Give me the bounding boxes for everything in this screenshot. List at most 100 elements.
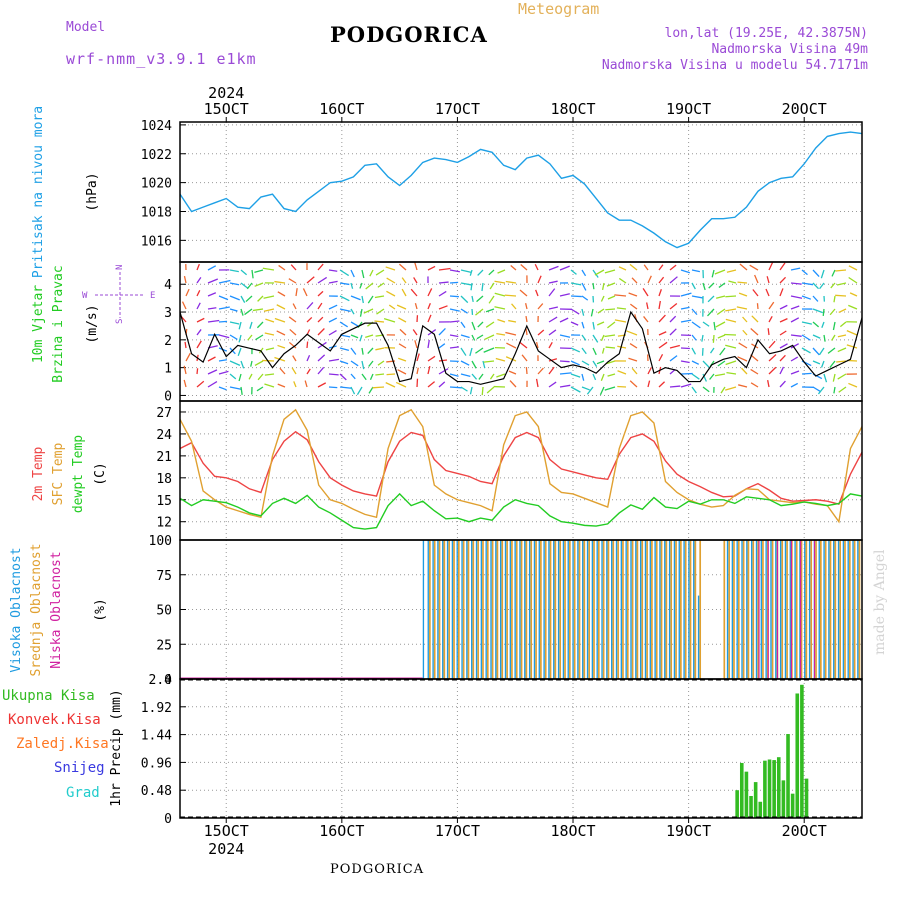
- wind-arrow: [518, 341, 528, 349]
- wind-arrow: [277, 344, 286, 349]
- wind-arrow: [388, 304, 396, 310]
- high-cloud-bar: [432, 540, 434, 679]
- mid-cloud-bar: [559, 540, 562, 679]
- high-cloud-bar: [668, 540, 671, 679]
- precip-bar: [744, 771, 749, 818]
- wind-arrow: [738, 292, 748, 297]
- wind-arrow: [460, 321, 466, 328]
- high-cloud-bar: [693, 540, 695, 679]
- wind-arrow: [719, 347, 726, 356]
- wind-arrow: [717, 360, 726, 367]
- wind-arrow: [265, 318, 275, 323]
- wind-arrow: [592, 321, 595, 330]
- wind-arrow: [779, 318, 788, 323]
- wind-arrow: [350, 360, 359, 367]
- lonlat-label: lon,lat (19.25E, 42.3875N): [664, 26, 869, 41]
- wind-arrow: [375, 347, 385, 351]
- mid-cloud-bar: [684, 540, 687, 679]
- wind-arrow: [614, 319, 627, 323]
- mid-cloud-bar: [578, 540, 581, 679]
- wind-arrow: [680, 306, 690, 310]
- wind-arrow: [714, 373, 726, 377]
- wind-arrow: [750, 328, 759, 336]
- wind-arrow: [292, 303, 297, 310]
- panel-frame-pressure: [179, 121, 863, 263]
- model-label: Model: [66, 20, 106, 35]
- wind-arrow: [185, 288, 190, 297]
- mid-cloud-bar: [535, 540, 537, 679]
- wind-arrow: [520, 264, 528, 271]
- wind-arrow: [359, 308, 363, 317]
- high-cloud-bar: [664, 540, 666, 679]
- wind-arrow: [508, 370, 517, 375]
- wind-arrow: [739, 263, 748, 271]
- wind-arrow: [691, 347, 697, 355]
- wind-arrow: [481, 386, 484, 396]
- wind-arrow: [229, 295, 240, 301]
- wind-arrow: [837, 334, 847, 338]
- y-tick-label: 1.92: [141, 701, 172, 716]
- high-cloud-bar: [437, 540, 439, 679]
- high-cloud-bar: [601, 540, 603, 679]
- wind-arrow: [438, 343, 446, 349]
- high-cloud-bar: [461, 540, 463, 679]
- wind-arrow: [680, 383, 692, 388]
- wind-arrow: [737, 356, 748, 362]
- wind-arrow: [238, 373, 242, 382]
- wind-arrow: [427, 355, 436, 362]
- wind-arrow: [488, 295, 495, 304]
- wind-arrow: [496, 332, 506, 336]
- wind-arrow: [460, 308, 468, 314]
- high-cloud-bar: [451, 540, 454, 679]
- wind-arrow: [328, 386, 338, 389]
- mid-cloud-bar: [660, 540, 663, 679]
- high-cloud-bar: [630, 540, 632, 679]
- wind-arrow: [218, 320, 228, 323]
- wind-arrow: [767, 380, 770, 388]
- wind-arrow: [716, 308, 726, 316]
- wind-arrow: [848, 265, 858, 271]
- wind-arrow: [605, 346, 616, 349]
- wind-arrow: [592, 334, 599, 343]
- high-cloud-bar: [649, 540, 651, 679]
- wind-arrow: [264, 332, 275, 336]
- high-cloud-bar: [726, 540, 729, 679]
- wind-arrow: [488, 269, 495, 276]
- wind-arrow: [581, 295, 589, 301]
- wind-arrow: [642, 288, 649, 297]
- wind-arrow: [548, 366, 555, 375]
- wind-arrow: [535, 341, 539, 349]
- wind-arrow: [570, 282, 582, 286]
- mid-cloud-bar: [800, 540, 803, 679]
- wind-arrow: [183, 365, 187, 375]
- wind-arrow: [207, 356, 216, 362]
- wind-arrow: [483, 347, 495, 353]
- wind-arrow: [835, 269, 847, 272]
- wind-arrow: [469, 386, 473, 395]
- high-cloud-bar: [833, 540, 835, 679]
- wind-arrow: [838, 308, 847, 314]
- wind-arrow: [779, 276, 787, 284]
- mid-cloud-bar: [554, 540, 557, 679]
- high-cloud-bar: [823, 540, 825, 679]
- wind-arrow: [702, 321, 710, 327]
- wind-arrow: [238, 321, 242, 330]
- y-tick-label: 2.4: [149, 673, 173, 688]
- y-tick-label: 24: [156, 428, 172, 443]
- wind-arrow: [548, 265, 559, 271]
- y-tick-label: 1022: [141, 148, 172, 163]
- wind-arrow: [229, 334, 238, 340]
- wind-arrow: [494, 292, 506, 297]
- high-cloud-bar: [779, 540, 782, 679]
- wind-arrow: [737, 281, 748, 284]
- high-cloud-bar: [818, 540, 820, 679]
- mid-cloud-bar: [549, 540, 552, 679]
- wind-arrow: [399, 328, 407, 336]
- mid-cloud-bar: [820, 540, 822, 679]
- wind-arrow: [617, 370, 627, 375]
- wind-arrow: [505, 331, 517, 336]
- wind-arrow: [590, 308, 594, 317]
- mid-cloud-bar: [540, 540, 542, 679]
- high-cloud-bar: [765, 540, 767, 679]
- x-tick-label-bottom: 20OCT: [782, 822, 827, 840]
